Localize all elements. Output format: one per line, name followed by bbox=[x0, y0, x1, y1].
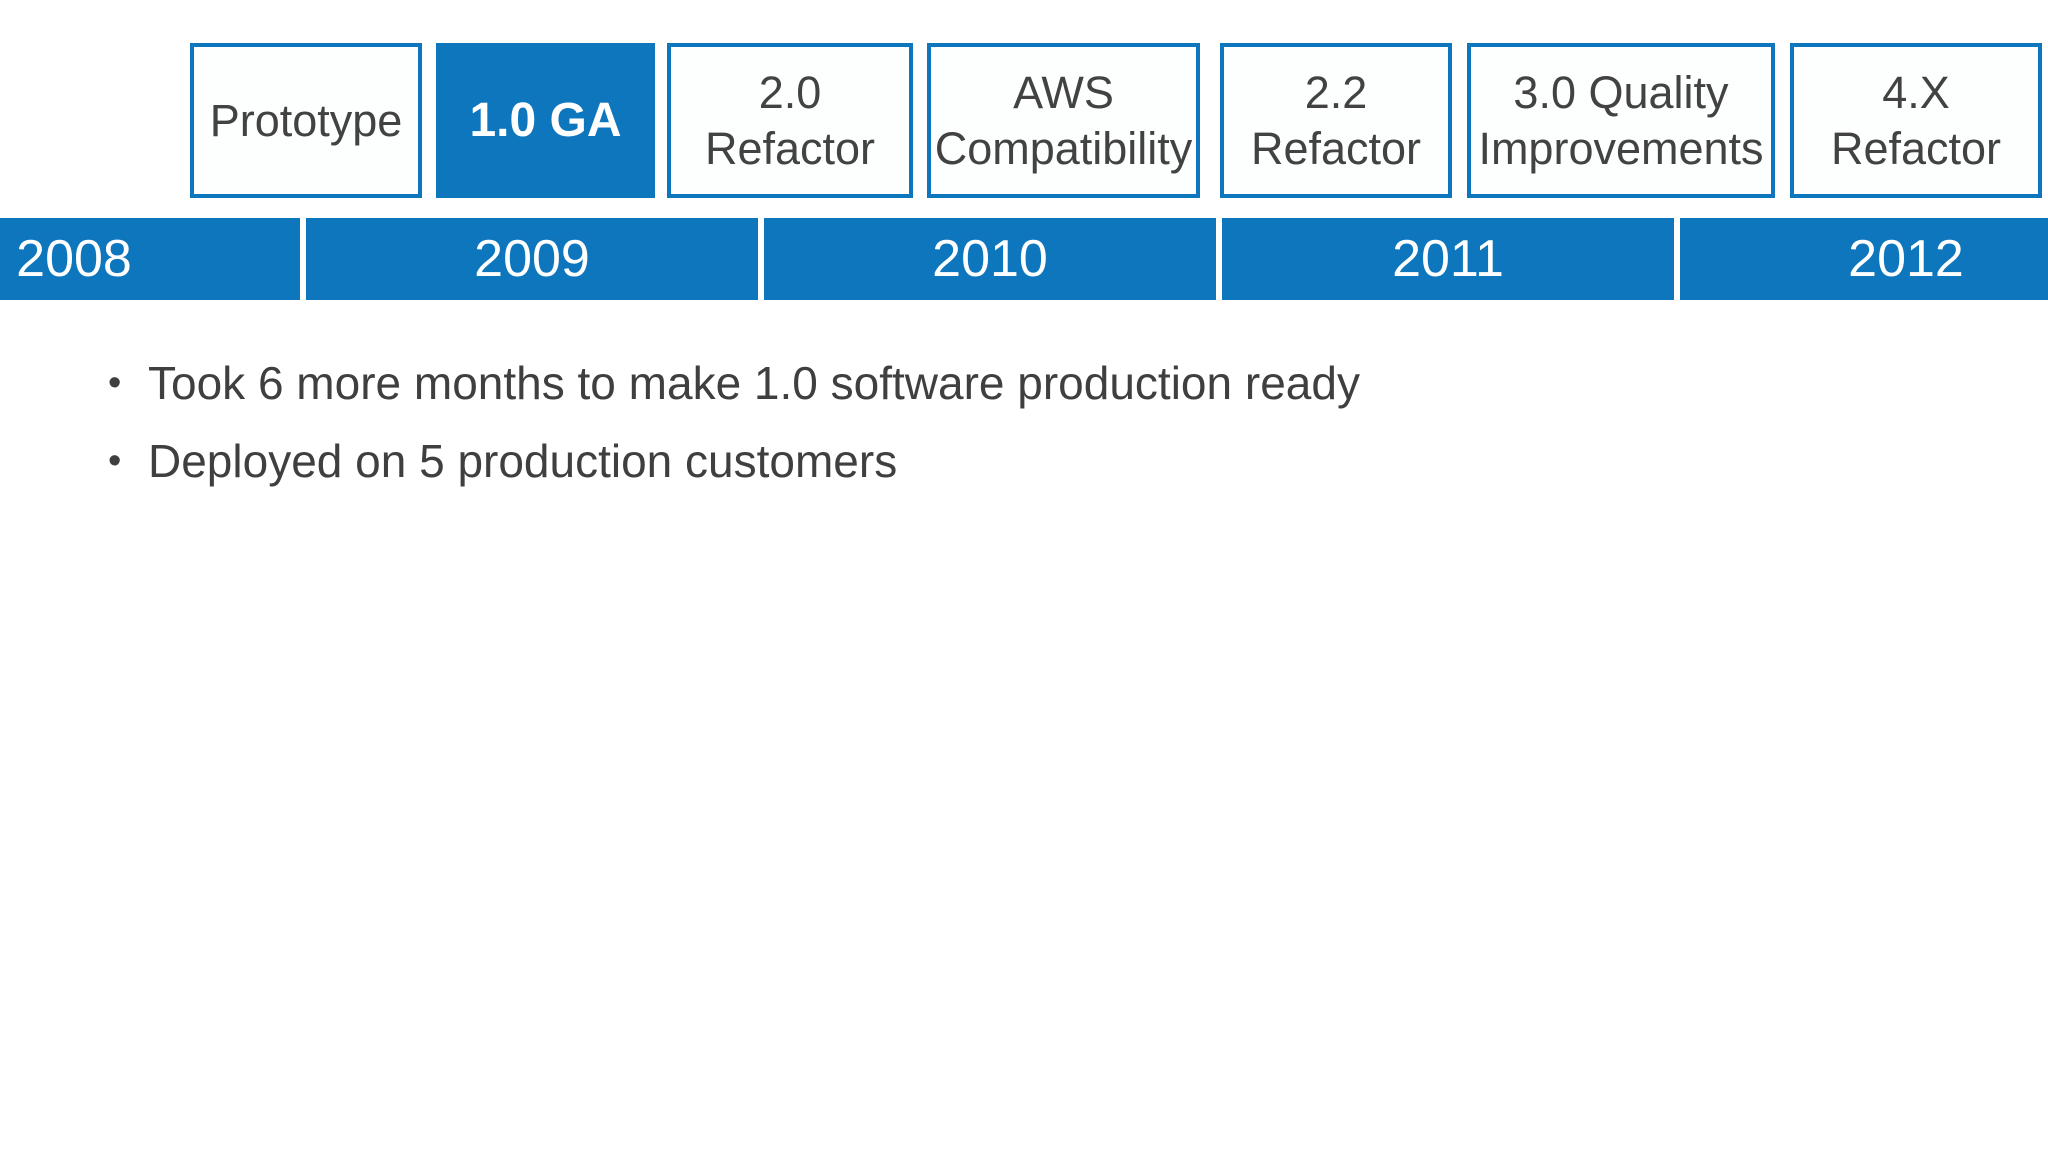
milestone-box-1-0-ga: 1.0 GA bbox=[436, 43, 655, 198]
year-segment-2010: 2010 bbox=[764, 218, 1216, 300]
milestone-row: Prototype 1.0 GA 2.0 Refactor AWS Compatibili… bbox=[0, 0, 2048, 218]
year-segment-2008: 2008 bbox=[0, 218, 300, 300]
bullet-item: • Took 6 more months to make 1.0 software… bbox=[108, 344, 1360, 422]
milestone-box-2-0-refactor: 2.0 Refactor bbox=[667, 43, 913, 198]
timeline-year-bar: 2008 2009 2010 2011 2012 bbox=[0, 218, 2048, 300]
milestone-label: 2.0 Refactor bbox=[704, 66, 876, 174]
milestone-box-3-0-quality-improvements: 3.0 Quality Improvements bbox=[1467, 43, 1775, 198]
milestone-box-2-2-refactor: 2.2 Refactor bbox=[1220, 43, 1452, 198]
milestone-label: 1.0 GA bbox=[469, 93, 622, 147]
year-segment-2011: 2011 bbox=[1222, 218, 1674, 300]
bullet-item: • Deployed on 5 production customers bbox=[108, 422, 1360, 500]
bullet-text: Took 6 more months to make 1.0 software … bbox=[148, 357, 1360, 409]
bullet-dot: • bbox=[108, 361, 122, 404]
bullet-dot: • bbox=[108, 439, 122, 482]
bullet-list: • Took 6 more months to make 1.0 software… bbox=[108, 344, 1360, 500]
milestone-label: AWS Compatibility bbox=[934, 66, 1193, 174]
milestone-box-prototype: Prototype bbox=[190, 43, 422, 198]
year-label: 2008 bbox=[16, 230, 132, 288]
year-segment-2012: 2012 bbox=[1680, 218, 2048, 300]
bullet-text: Deployed on 5 production customers bbox=[148, 435, 898, 487]
milestone-label: 3.0 Quality Improvements bbox=[1478, 66, 1764, 174]
milestone-label: 2.2 Refactor bbox=[1250, 66, 1422, 174]
year-label: 2010 bbox=[932, 230, 1048, 288]
milestone-box-4-x-refactor: 4.X Refactor bbox=[1790, 43, 2042, 198]
year-segment-2009: 2009 bbox=[306, 218, 758, 300]
year-label: 2012 bbox=[1848, 230, 1964, 288]
milestone-label: Prototype bbox=[209, 94, 403, 146]
year-label: 2009 bbox=[474, 230, 590, 288]
milestone-box-aws-compatibility: AWS Compatibility bbox=[927, 43, 1200, 198]
year-label: 2011 bbox=[1392, 230, 1504, 288]
milestone-label: 4.X Refactor bbox=[1830, 66, 2002, 174]
